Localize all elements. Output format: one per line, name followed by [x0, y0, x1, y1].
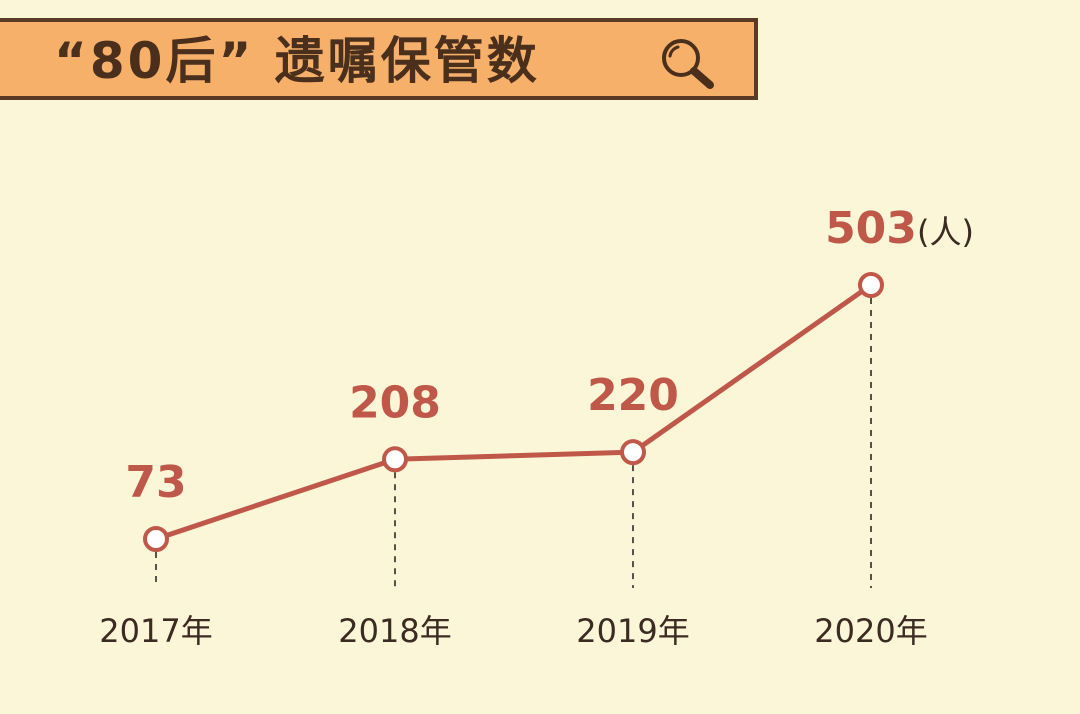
series-line	[153, 282, 874, 542]
title-banner: “80后” 遗嘱保管数	[0, 18, 758, 100]
data-point-1	[382, 446, 408, 473]
value-label-1: 208	[349, 377, 441, 428]
year-label-2: 2019年	[576, 612, 689, 650]
value-label-3: 503	[825, 203, 917, 254]
data-point-2	[620, 439, 646, 466]
year-label-1: 2018年	[338, 612, 451, 650]
year-label-3: 2020年	[814, 612, 927, 650]
data-point-3	[858, 272, 884, 298]
value-label-2: 220	[587, 370, 679, 421]
unit-label: (人)	[917, 213, 974, 251]
search-icon	[662, 39, 714, 89]
value-label-0: 73	[125, 457, 186, 508]
year-label-0: 2017年	[99, 612, 212, 650]
data-point-0	[143, 526, 169, 552]
page-title: “80后” 遗嘱保管数	[54, 32, 540, 90]
